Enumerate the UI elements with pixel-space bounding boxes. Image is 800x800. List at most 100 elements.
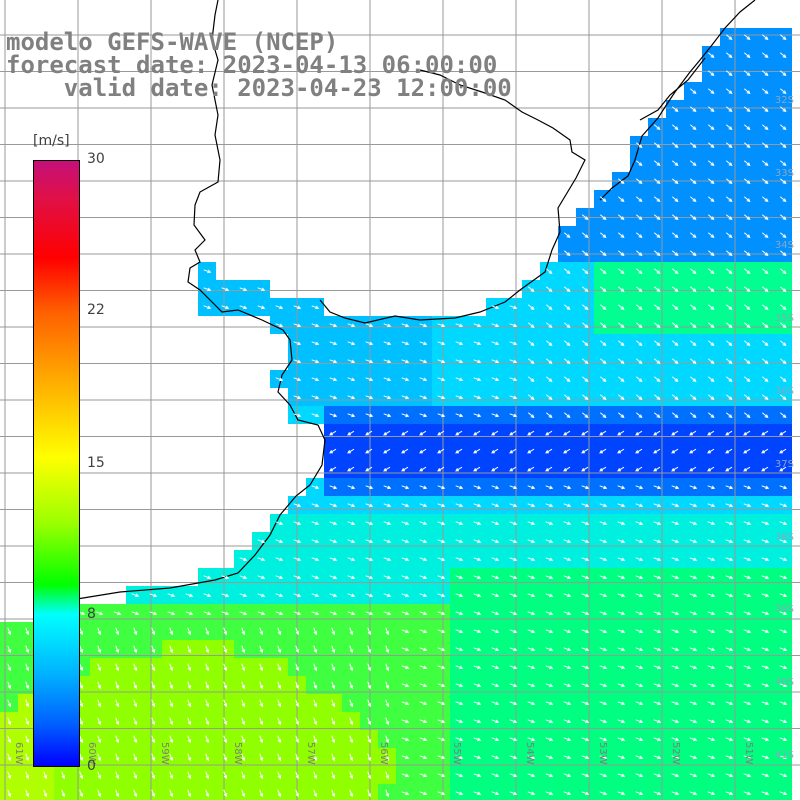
wind-arrow — [151, 681, 156, 690]
wind-arrow — [581, 448, 589, 454]
wind-arrow — [653, 791, 662, 796]
wind-arrow — [563, 485, 572, 490]
wind-arrow — [653, 575, 662, 580]
lon-label: 61W — [13, 742, 24, 765]
wind-arrow — [277, 789, 282, 798]
wind-arrow — [653, 304, 661, 310]
wind-arrow — [581, 322, 589, 328]
wind-arrow — [671, 539, 680, 544]
lat-label: 38S — [774, 532, 794, 543]
wind-arrow — [169, 645, 174, 654]
wind-arrow — [653, 593, 662, 598]
wind-arrow — [707, 575, 716, 580]
wind-arrow — [725, 52, 733, 58]
wind-arrow — [367, 681, 372, 690]
wind-arrow — [779, 142, 787, 148]
wind-arrow — [599, 485, 608, 490]
wind-arrow — [707, 593, 716, 598]
wind-arrow — [223, 699, 228, 708]
wind-arrow — [563, 701, 572, 706]
wind-arrow — [635, 340, 643, 346]
wind-arrow — [617, 719, 626, 724]
wind-arrow — [311, 305, 320, 310]
wind-arrow — [527, 593, 536, 598]
wind-arrow — [599, 647, 608, 652]
wind-arrow — [779, 485, 788, 490]
wind-arrow — [419, 791, 428, 796]
wind-arrow — [419, 647, 428, 652]
wind-speed-cell — [414, 784, 432, 800]
wind-arrow — [545, 485, 554, 490]
wind-arrow — [725, 737, 734, 742]
wind-speed-cell — [684, 784, 702, 800]
wind-arrow — [545, 557, 554, 562]
wind-arrow — [133, 717, 138, 726]
wind-arrow — [79, 645, 84, 654]
wind-arrow — [779, 503, 788, 508]
wind-arrow — [349, 717, 354, 726]
wind-arrow — [203, 287, 212, 292]
wind-arrow — [743, 286, 751, 292]
wind-arrow — [259, 753, 264, 762]
wind-arrow — [545, 647, 554, 652]
wind-arrow — [563, 773, 572, 778]
wind-speed-cell — [738, 784, 756, 800]
colorbar-unit: [m/s] — [33, 133, 70, 149]
wind-arrow — [329, 503, 338, 508]
wind-arrow — [689, 466, 697, 472]
wind-arrow — [527, 430, 535, 436]
wind-arrow — [205, 753, 210, 762]
wind-arrow — [313, 771, 318, 780]
wind-arrow — [761, 88, 769, 94]
wind-arrow — [169, 663, 174, 672]
wind-arrow — [401, 341, 410, 346]
wind-arrow — [707, 412, 715, 418]
wind-arrow — [401, 755, 410, 760]
wind-arrow — [367, 771, 372, 780]
wind-arrow — [347, 503, 356, 508]
wind-arrow — [599, 394, 607, 400]
wind-arrow — [419, 755, 428, 760]
coastline — [39, 0, 756, 606]
wind-arrow — [115, 735, 120, 744]
wind-arrow — [275, 557, 284, 562]
wind-arrow — [293, 323, 302, 328]
wind-arrow — [455, 395, 464, 400]
wind-arrow — [383, 341, 392, 346]
wind-arrow — [455, 466, 463, 472]
wind-arrow — [401, 395, 410, 400]
wind-arrow — [635, 322, 643, 328]
wind-arrow — [545, 755, 554, 760]
wind-arrow — [581, 539, 590, 544]
wind-arrow — [473, 521, 482, 526]
wind-arrow — [187, 627, 192, 636]
wind-arrow — [365, 377, 374, 382]
wind-arrow — [599, 611, 608, 616]
wind-arrow — [437, 773, 446, 778]
wind-arrow — [401, 737, 410, 742]
wind-arrow — [365, 575, 374, 580]
wind-arrow — [239, 287, 248, 292]
wind-arrow — [653, 719, 662, 724]
wind-arrow — [725, 214, 733, 220]
wind-arrow — [61, 789, 66, 798]
wind-arrow — [509, 575, 518, 580]
wind-arrow — [329, 359, 338, 364]
wind-arrow — [151, 771, 156, 780]
wind-arrow — [491, 485, 500, 490]
wind-arrow — [617, 376, 625, 382]
wind-arrow — [473, 683, 482, 688]
wind-arrow — [419, 395, 428, 400]
wind-arrow — [7, 627, 12, 636]
wind-arrow — [617, 539, 626, 544]
wind-speed-cell — [648, 784, 666, 800]
wind-arrow — [653, 430, 661, 436]
wind-arrow — [635, 232, 643, 238]
wind-arrow — [187, 717, 192, 726]
wind-arrow — [133, 663, 138, 672]
wind-arrow — [473, 773, 482, 778]
wind-arrow — [331, 699, 336, 708]
wind-arrow — [419, 629, 428, 634]
wind-arrow — [743, 466, 751, 472]
wind-arrow — [743, 268, 751, 274]
